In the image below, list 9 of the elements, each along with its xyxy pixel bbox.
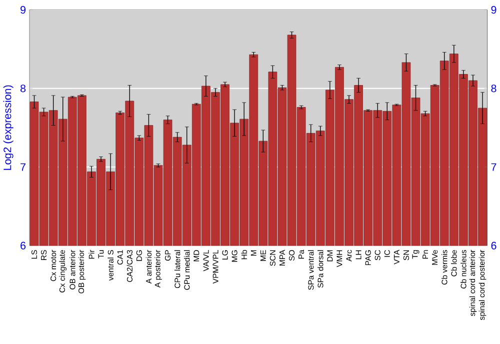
y-axis-title: Log2 (expression) xyxy=(3,85,14,170)
y-tick-label: 6 xyxy=(20,242,26,250)
y-tick-label: 9 xyxy=(20,6,26,14)
y-tick-label: 8 xyxy=(20,84,26,92)
y2-tick-label: 6 xyxy=(491,242,496,250)
y2-tick-label: 8 xyxy=(491,84,496,92)
y-tick-label: 7 xyxy=(20,163,26,171)
y2-tick-label: 9 xyxy=(491,6,496,14)
y2-tick-label: 7 xyxy=(491,163,496,171)
